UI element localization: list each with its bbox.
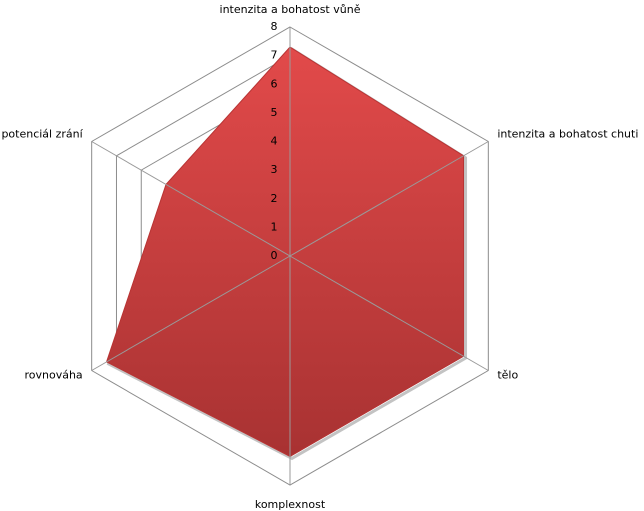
axis-label: rovnováha: [24, 369, 82, 382]
r-tick-label: 3: [271, 163, 278, 176]
r-tick-label: 1: [271, 220, 278, 233]
r-tick-label: 6: [271, 77, 278, 90]
r-tick-label: 2: [271, 192, 278, 205]
axis-spoke: [91, 255, 291, 371]
r-tick-label: 4: [271, 135, 278, 148]
radar-area: [105, 46, 465, 457]
axis-label: komplexnost: [255, 498, 326, 511]
r-tick-label: 7: [271, 49, 278, 62]
axis-label: tělo: [497, 369, 518, 382]
r-tick-label: 5: [271, 106, 278, 119]
axis-spoke: [289, 141, 489, 257]
r-tick-label: 8: [271, 20, 278, 33]
axis-label: potenciál zrání: [1, 128, 83, 141]
axis-label: intenzita a bohatost chuti: [497, 128, 638, 141]
axis-spoke: [289, 255, 489, 371]
axis-label: intenzita a bohatost vůně: [220, 3, 361, 16]
r-tick-label: 0: [271, 249, 278, 262]
axis-spoke: [91, 141, 291, 257]
